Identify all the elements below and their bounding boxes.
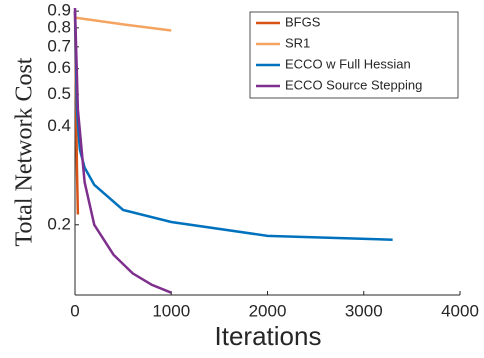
x-tick-label: 0 [70,301,79,320]
legend-label: BFGS [285,14,321,29]
y-tick-label: 0.6 [47,58,71,77]
y-tick-label: 0.5 [47,84,71,103]
x-tick-label: 4000 [441,301,479,320]
y-axis-label: Total Network Cost [12,57,38,246]
x-tick-label: 1000 [152,301,190,320]
y-tick-label: 0.2 [47,214,71,233]
legend-label: ECCO w Full Hessian [285,56,411,71]
x-axis-label: Iterations [215,321,322,351]
y-tick-label: 0.4 [47,116,71,135]
legend-box [249,11,459,99]
x-tick-label: 3000 [345,301,383,320]
legend-label: SR1 [285,35,310,50]
x-tick-label: 2000 [249,301,287,320]
y-tick-label: 0.8 [47,17,71,36]
y-tick-label: 0.7 [47,36,71,55]
series-line [73,7,172,294]
series-line [74,16,172,32]
legend-label: ECCO Source Stepping [285,77,422,92]
y-tick-label: 0.9 [47,1,71,20]
